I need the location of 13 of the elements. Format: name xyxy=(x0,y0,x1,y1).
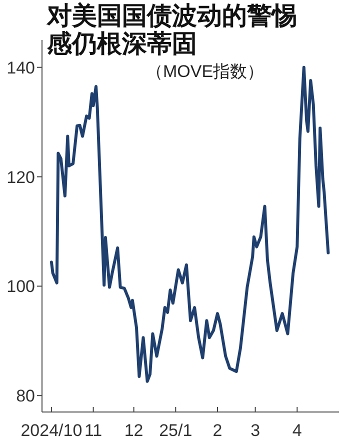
x-tick-label: 3 xyxy=(250,421,260,440)
subtitle: （MOVE指数） xyxy=(146,61,264,83)
x-tick-label: 2 xyxy=(212,421,222,440)
x-tick-label: 11 xyxy=(84,421,102,440)
x-tick-label: 2024/10 xyxy=(20,421,82,440)
y-tick-label: 100 xyxy=(6,277,35,296)
x-tick-label: 25/1 xyxy=(159,421,192,440)
y-tick-label: 120 xyxy=(6,168,35,187)
y-tick-label: 80 xyxy=(16,386,35,406)
x-tick-label: 4 xyxy=(292,421,302,440)
x-tick-label: 12 xyxy=(124,421,144,440)
title: 对美国国债波动的警惕感仍根深蒂固 xyxy=(47,2,298,58)
y-tick-label: 140 xyxy=(6,58,35,78)
